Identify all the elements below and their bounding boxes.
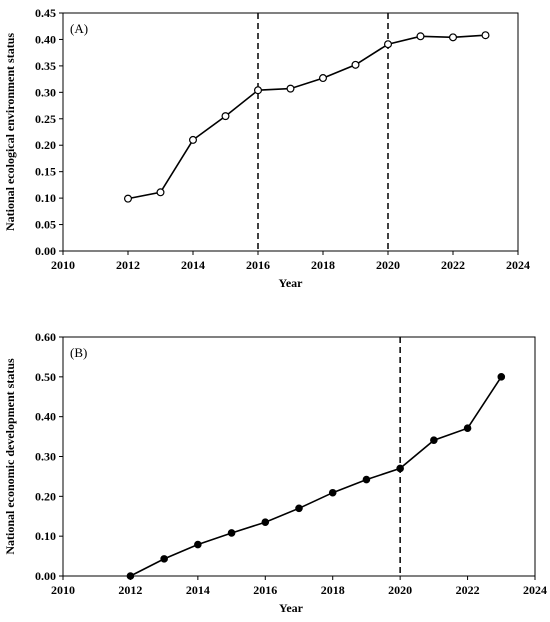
panel-a-data-point bbox=[384, 40, 393, 49]
panel-b-data-point bbox=[396, 464, 404, 473]
panel-b-data-point bbox=[126, 572, 135, 580]
panel-b-y-tick-label: 0.60 bbox=[35, 330, 56, 344]
panel-b-x-tick-label: 2024 bbox=[523, 583, 547, 597]
panel-b-x-tick-label: 2016 bbox=[253, 583, 277, 597]
panel-a-y-tick-label: 0.05 bbox=[35, 218, 56, 232]
panel-b-y-tick-label: 0.10 bbox=[35, 529, 56, 543]
panel-a-y-tick-label: 0.15 bbox=[35, 165, 56, 179]
panel-a-y-tick-label: 0.40 bbox=[35, 32, 56, 46]
panel-b-data-point bbox=[463, 424, 472, 433]
chart-panel-b: 0.00 0.10 0.20 0.30 0.40 0.50 0.60 2010 2012 2014… bbox=[3, 330, 547, 615]
panel-a-x-tick-label: 2018 bbox=[311, 258, 335, 272]
panel-a-y-tick-label: 0.10 bbox=[35, 191, 56, 205]
panel-a-y-tick-label: 0.45 bbox=[35, 6, 56, 20]
panel-a-y-tick-label: 0.00 bbox=[35, 244, 56, 258]
panel-a-plot-frame bbox=[62, 12, 519, 252]
panel-a-data-point bbox=[319, 74, 328, 83]
panel-b-x-tick-label: 2014 bbox=[186, 583, 210, 597]
panel-a-label: (A) bbox=[70, 21, 88, 36]
panel-b-series-line bbox=[130, 376, 502, 577]
panel-a-x-tick-label: 2016 bbox=[246, 258, 270, 272]
panel-b-x-tick-label: 2012 bbox=[118, 583, 142, 597]
panel-a-y-tick-label: 0.20 bbox=[35, 138, 56, 152]
panel-b-y-tick-label: 0.40 bbox=[35, 410, 56, 424]
panel-a-x-tick-label: 2020 bbox=[376, 258, 400, 272]
panel-a-data-point bbox=[254, 86, 263, 95]
panel-b-y-tick-label: 0.30 bbox=[35, 450, 56, 464]
panel-b-data-point bbox=[497, 373, 506, 381]
panel-b-y-tick-label: 0.00 bbox=[35, 569, 56, 583]
panel-a-data-point bbox=[481, 31, 490, 40]
panel-b-x-tick-label: 2022 bbox=[456, 583, 480, 597]
panel-b-data-point bbox=[328, 488, 337, 497]
panel-a-y-axis-title: National ecological environment status bbox=[3, 33, 17, 231]
panel-a-y-tick-label: 0.35 bbox=[35, 59, 56, 73]
panel-a-x-tick-label: 2022 bbox=[441, 258, 465, 272]
panel-a-data-point bbox=[123, 194, 132, 203]
panel-a-data-point bbox=[286, 84, 295, 93]
panel-a-y-tick-label: 0.30 bbox=[35, 85, 56, 99]
panel-b-x-tick-label: 2010 bbox=[51, 583, 75, 597]
panel-b-y-tick-label: 0.50 bbox=[35, 370, 56, 384]
chart-panel-a: 0.00 0.05 0.10 0.15 0.20 0.25 0.30 0.35 0.40 0.45… bbox=[3, 6, 530, 290]
panel-a-x-tick-label: 2012 bbox=[116, 258, 140, 272]
panel-b-data-point bbox=[430, 436, 438, 444]
panel-b-data-point bbox=[160, 555, 168, 563]
panel-b-data-point bbox=[261, 518, 270, 527]
panel-b-data-point bbox=[194, 540, 202, 549]
panel-b-plot-frame bbox=[62, 336, 536, 577]
panel-a-data-point bbox=[449, 33, 458, 42]
panel-b-y-axis-title: National economic development status bbox=[3, 358, 17, 555]
panel-a-data-point bbox=[221, 112, 230, 121]
panel-a-data-point bbox=[351, 60, 360, 69]
panel-a-data-point bbox=[156, 188, 165, 197]
panel-b-data-point bbox=[295, 504, 303, 513]
panel-b-x-tick-label: 2018 bbox=[321, 583, 345, 597]
panel-b-y-tick-label: 0.20 bbox=[35, 489, 56, 503]
panel-a-x-axis-title: Year bbox=[279, 276, 304, 290]
panel-b-x-tick-label: 2020 bbox=[388, 583, 412, 597]
panel-b-data-point bbox=[362, 475, 371, 484]
panel-b-data-point bbox=[227, 529, 236, 537]
panel-a-x-tick-label: 2024 bbox=[506, 258, 530, 272]
panel-a-data-point bbox=[189, 135, 198, 144]
panel-a-x-tick-label: 2014 bbox=[181, 258, 205, 272]
panel-a-series-line bbox=[127, 34, 486, 200]
panel-a-y-tick-label: 0.25 bbox=[35, 112, 56, 126]
panel-a-data-point bbox=[416, 32, 425, 41]
panel-a-x-tick-label: 2010 bbox=[51, 258, 75, 272]
panel-b-label: (B) bbox=[70, 345, 87, 360]
panel-b-x-axis-title: Year bbox=[279, 601, 304, 615]
